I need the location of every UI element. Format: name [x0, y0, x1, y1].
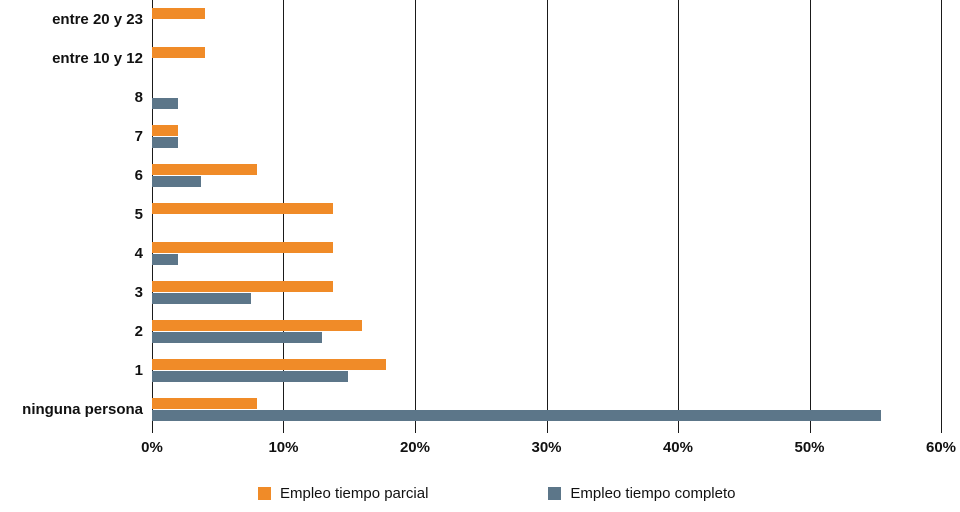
category-label: entre 10 y 12	[52, 50, 143, 67]
legend-label: Empleo tiempo completo	[570, 485, 736, 502]
legend-swatch	[548, 487, 562, 500]
bar-tiempo-parcial	[152, 125, 179, 136]
category-label: 1	[134, 362, 143, 379]
bar-tiempo-completo	[152, 254, 179, 265]
category-label: 8	[134, 89, 143, 106]
category-label: 3	[134, 284, 143, 301]
x-axis: 0% 10% 20% 30% 40% 50% 60%	[141, 439, 956, 459]
gridline	[414, 0, 416, 433]
bar-tiempo-completo	[152, 410, 881, 421]
bar-tiempo-parcial	[152, 203, 334, 214]
bar-tiempo-completo	[152, 98, 179, 109]
legend-label: Empleo tiempo parcial	[280, 485, 429, 502]
bar-tiempo-parcial	[152, 281, 334, 292]
gridline	[152, 0, 153, 433]
bar-tiempo-completo	[152, 332, 322, 343]
category-label: 2	[134, 323, 143, 340]
gridline	[677, 0, 679, 433]
bar-row	[152, 312, 941, 351]
x-tick-label: 20%	[399, 439, 430, 456]
bar-row	[152, 0, 941, 39]
category-label: ninguna persona	[22, 401, 143, 418]
bar-row	[152, 78, 941, 117]
gridline	[809, 0, 811, 433]
x-tick-label: 30%	[531, 439, 562, 456]
gridline	[283, 0, 285, 433]
category-label: 6	[134, 167, 143, 184]
gridline	[546, 0, 548, 433]
bar-tiempo-completo	[152, 176, 201, 187]
bar-row	[152, 351, 941, 390]
x-tick-label: 40%	[662, 439, 693, 456]
bar-row	[152, 117, 941, 156]
x-tick-label: 60%	[925, 439, 957, 456]
bar-tiempo-completo	[152, 137, 179, 148]
category-label: 7	[134, 128, 143, 145]
category-label: 4	[134, 245, 143, 262]
category-label: 5	[134, 206, 143, 223]
bar-tiempo-parcial	[152, 320, 363, 331]
bar-tiempo-parcial	[152, 359, 387, 370]
legend-item-tiempo-parcial: Empleo tiempo parcial	[258, 485, 428, 502]
bar-tiempo-parcial	[152, 398, 258, 409]
category-label: entre 20 y 23	[52, 11, 143, 28]
gridlines-layer	[152, 0, 942, 433]
category-axis: entre 20 y 23 entre 10 y 12 8 7 6 5 4 3 2 1 ningun…	[0, 0, 152, 429]
bar-row	[152, 390, 941, 429]
gridline	[941, 0, 942, 433]
legend-swatch	[258, 487, 271, 500]
bar-row	[152, 234, 941, 273]
bar-row	[152, 39, 941, 78]
x-tick-label: 50%	[794, 439, 825, 456]
chart-body: entre 20 y 23 entre 10 y 12 8 7 6 5 4 3 2 1 ningun…	[0, 0, 942, 433]
bar-row	[152, 156, 941, 195]
bar-tiempo-parcial	[152, 164, 258, 175]
bar-tiempo-parcial	[152, 242, 334, 253]
x-tick-label: 0%	[141, 439, 163, 456]
bar-tiempo-parcial	[152, 47, 205, 58]
legend: Empleo tiempo parcial Empleo tiempo compl…	[0, 485, 960, 502]
bar-row	[152, 195, 941, 234]
bar-tiempo-parcial	[152, 8, 205, 19]
bar-tiempo-completo	[152, 371, 348, 382]
bars-layer	[152, 0, 941, 429]
bar-row	[152, 273, 941, 312]
plot-area	[152, 0, 942, 433]
legend-item-tiempo-completo: Empleo tiempo completo	[548, 485, 736, 502]
bar-tiempo-completo	[152, 293, 251, 304]
x-tick-label: 10%	[268, 439, 299, 456]
